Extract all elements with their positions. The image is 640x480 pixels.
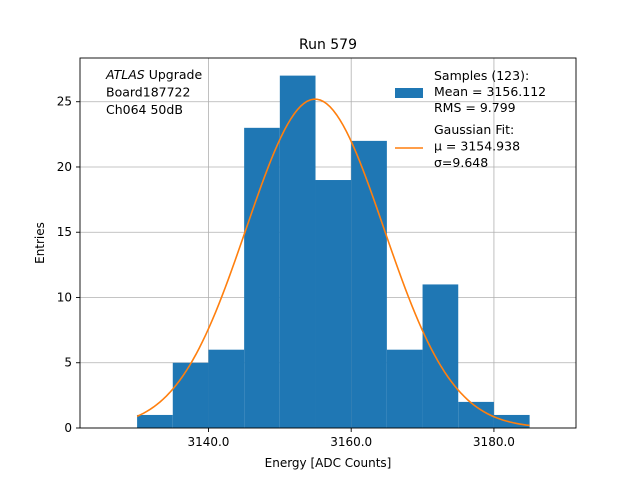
x-axis-ticks: 3140.0 3160.0 3180.0	[187, 428, 515, 449]
legend-fit-text: σ=9.648	[434, 155, 488, 170]
x-tick-label: 3180.0	[473, 435, 515, 449]
x-tick-label: 3160.0	[330, 435, 372, 449]
annotation-text: Upgrade	[145, 67, 203, 82]
legend-fit-text: μ = 3154.938	[434, 139, 520, 154]
annotation-italic: ATLAS	[105, 67, 145, 82]
legend-samples-swatch	[395, 88, 423, 98]
histogram-bar	[244, 127, 280, 428]
legend: Samples (123): Mean = 3156.112 RMS = 9.7…	[395, 68, 546, 170]
histogram-bar	[279, 75, 316, 428]
x-tick-label: 3140.0	[187, 435, 229, 449]
histogram-bar	[422, 284, 459, 428]
histogram-bar	[351, 140, 387, 428]
histogram-bar	[208, 349, 245, 428]
annotation-line: ATLAS Upgrade	[105, 67, 202, 82]
histogram-bar	[315, 180, 352, 428]
legend-samples-text: Samples (123):	[434, 68, 529, 83]
y-axis-ticks: 0 5 10 15 20 25	[57, 95, 80, 435]
annotation-line: Board187722	[106, 85, 190, 100]
y-axis-label: Entries	[33, 222, 47, 264]
histogram-bar	[172, 362, 209, 428]
x-axis-label: Energy [ADC Counts]	[265, 456, 392, 470]
annotation-line: Ch064 50dB	[106, 102, 183, 117]
legend-samples-text: Mean = 3156.112	[434, 84, 546, 99]
gaussian-fit-curve	[136, 98, 530, 427]
y-tick-label: 25	[57, 95, 72, 109]
chart-title: Run 579	[299, 37, 357, 53]
y-tick-label: 0	[64, 421, 72, 435]
y-tick-label: 15	[57, 225, 72, 239]
y-tick-label: 20	[57, 160, 72, 174]
histogram-bar	[493, 414, 530, 428]
legend-samples-text: RMS = 9.799	[434, 100, 516, 115]
legend-fit-text: Gaussian Fit:	[434, 122, 514, 137]
y-tick-label: 10	[57, 290, 72, 304]
histogram-bars	[137, 75, 530, 428]
plot-frame	[79, 57, 577, 429]
histogram-bar	[386, 349, 423, 428]
atlas-annotation: ATLAS Upgrade Board187722 Ch064 50dB	[105, 67, 202, 117]
y-tick-label: 5	[64, 356, 72, 370]
annotation-text: Ch064 50dB	[106, 102, 183, 117]
histogram-bar	[137, 414, 173, 428]
annotation-text: Board187722	[106, 85, 190, 100]
